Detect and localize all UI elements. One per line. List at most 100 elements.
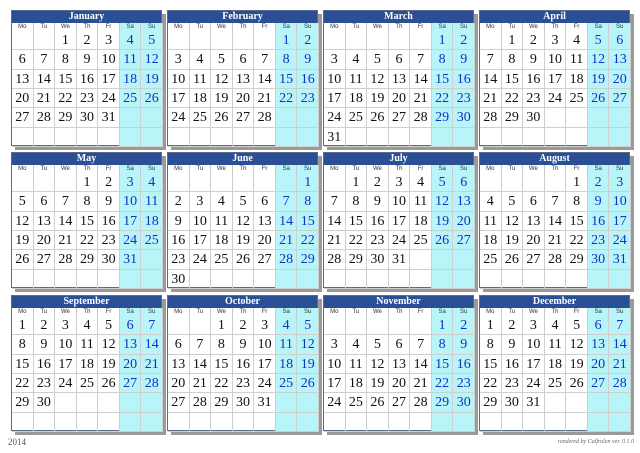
weekday-label: We — [523, 23, 545, 31]
weekday-label: Sa — [431, 165, 454, 173]
month-february: February Mo Tu We Th Fr Sa Su 1 2 3 4 5 6 7 8 9 10 11 12 13 1… — [167, 10, 319, 147]
empty-cell — [324, 412, 346, 432]
day-cell: 12 — [297, 335, 319, 355]
weekday-label: Th — [233, 23, 255, 31]
day-cell: 14 — [55, 211, 77, 231]
day-cell: 3 — [98, 31, 120, 51]
empty-cell — [453, 269, 475, 289]
day-cell: 25 — [345, 393, 368, 413]
empty-cell — [367, 31, 389, 51]
empty-cell — [388, 31, 411, 51]
day-cell: 13 — [33, 211, 56, 231]
empty-cell — [544, 269, 567, 289]
day-cell: 14 — [254, 69, 276, 89]
empty-cell — [12, 127, 34, 147]
empty-cell — [388, 127, 411, 147]
weekday-label: Th — [545, 23, 567, 31]
day-cell: 3 — [254, 316, 276, 336]
weekday-label: Mo — [324, 165, 346, 173]
empty-cell — [33, 31, 56, 51]
day-cell: 2 — [453, 31, 475, 51]
empty-cell — [141, 108, 163, 128]
day-cell: 15 — [297, 211, 319, 231]
day-cell: 1 — [501, 31, 524, 51]
day-cell: 20 — [587, 354, 610, 374]
weekday-label: We — [523, 165, 545, 173]
day-cell: 18 — [76, 354, 99, 374]
day-cell: 26 — [501, 250, 524, 270]
day-cell: 7 — [480, 50, 502, 70]
empty-cell — [566, 412, 588, 432]
weekday-label: Th — [77, 23, 99, 31]
day-cell: 3 — [609, 173, 631, 193]
day-cell: 10 — [98, 50, 120, 70]
day-cell: 3 — [55, 316, 77, 336]
day-cell: 31 — [98, 108, 120, 128]
day-cell: 18 — [189, 89, 212, 109]
day-cell: 17 — [388, 211, 411, 231]
day-cell: 4 — [76, 316, 99, 336]
day-cell: 12 — [431, 192, 454, 212]
empty-cell — [388, 316, 411, 336]
empty-cell — [275, 173, 298, 193]
month-march: March Mo Tu We Th Fr Sa Su 1 2 3 4 5 6 7 8 9 10 11 12 13 14 15… — [323, 10, 475, 147]
empty-cell — [98, 127, 120, 147]
day-cell: 14 — [33, 69, 56, 89]
empty-cell — [33, 173, 56, 193]
weekday-label: Su — [609, 308, 631, 316]
weekday-label: Sa — [587, 308, 610, 316]
day-cell: 5 — [367, 50, 389, 70]
day-cell: 16 — [76, 69, 99, 89]
day-cell: 19 — [587, 69, 610, 89]
day-cell: 1 — [12, 316, 34, 336]
day-cell: 17 — [324, 374, 346, 394]
day-cell: 27 — [232, 108, 255, 128]
month-may: May Mo Tu We Th Fr Sa Su 1 2 3 4 5 6 7 8 9 10 11 12 13 14 15 16… — [11, 152, 163, 289]
day-cell: 7 — [544, 192, 567, 212]
day-cell: 16 — [98, 211, 120, 231]
day-cell: 20 — [33, 231, 56, 251]
day-cell: 30 — [587, 250, 610, 270]
day-cell: 6 — [523, 192, 545, 212]
weekday-label: Mo — [168, 23, 190, 31]
day-cell: 28 — [55, 250, 77, 270]
empty-cell — [12, 412, 34, 432]
day-cell: 15 — [566, 211, 588, 231]
empty-cell — [345, 127, 368, 147]
day-cell: 10 — [544, 50, 567, 70]
day-cell: 23 — [297, 89, 319, 109]
day-cell: 17 — [189, 231, 212, 251]
weekday-label: Tu — [34, 23, 56, 31]
day-cell: 4 — [275, 316, 298, 336]
day-cell: 3 — [388, 173, 411, 193]
day-cell: 2 — [587, 173, 610, 193]
day-cell: 25 — [480, 250, 502, 270]
day-cell: 30 — [33, 393, 56, 413]
day-cell: 19 — [232, 231, 255, 251]
day-cell: 28 — [189, 393, 212, 413]
day-cell: 24 — [168, 108, 190, 128]
month-title: October — [168, 296, 317, 308]
day-cell: 22 — [297, 231, 319, 251]
empty-cell — [119, 269, 142, 289]
weekday-label: Sa — [587, 23, 610, 31]
empty-cell — [189, 127, 212, 147]
day-cell: 17 — [609, 211, 631, 231]
day-cell: 22 — [211, 374, 233, 394]
day-cell: 2 — [367, 173, 389, 193]
empty-cell — [275, 127, 298, 147]
day-cell: 16 — [168, 231, 190, 251]
day-cell: 19 — [501, 231, 524, 251]
day-cell: 4 — [544, 316, 567, 336]
month-november: November Mo Tu We Th Fr Sa Su 1 2 3 4 5 6 7 8 9 10 11 12 13 1… — [323, 295, 475, 432]
day-cell: 19 — [566, 354, 588, 374]
weekday-label: Sa — [431, 23, 454, 31]
weekday-label: Fr — [566, 165, 588, 173]
day-cell: 30 — [453, 393, 475, 413]
weekday-label: Sa — [119, 23, 142, 31]
day-cell: 21 — [544, 231, 567, 251]
empty-cell — [501, 127, 524, 147]
weekday-label: Mo — [324, 23, 346, 31]
day-cell: 7 — [410, 50, 432, 70]
